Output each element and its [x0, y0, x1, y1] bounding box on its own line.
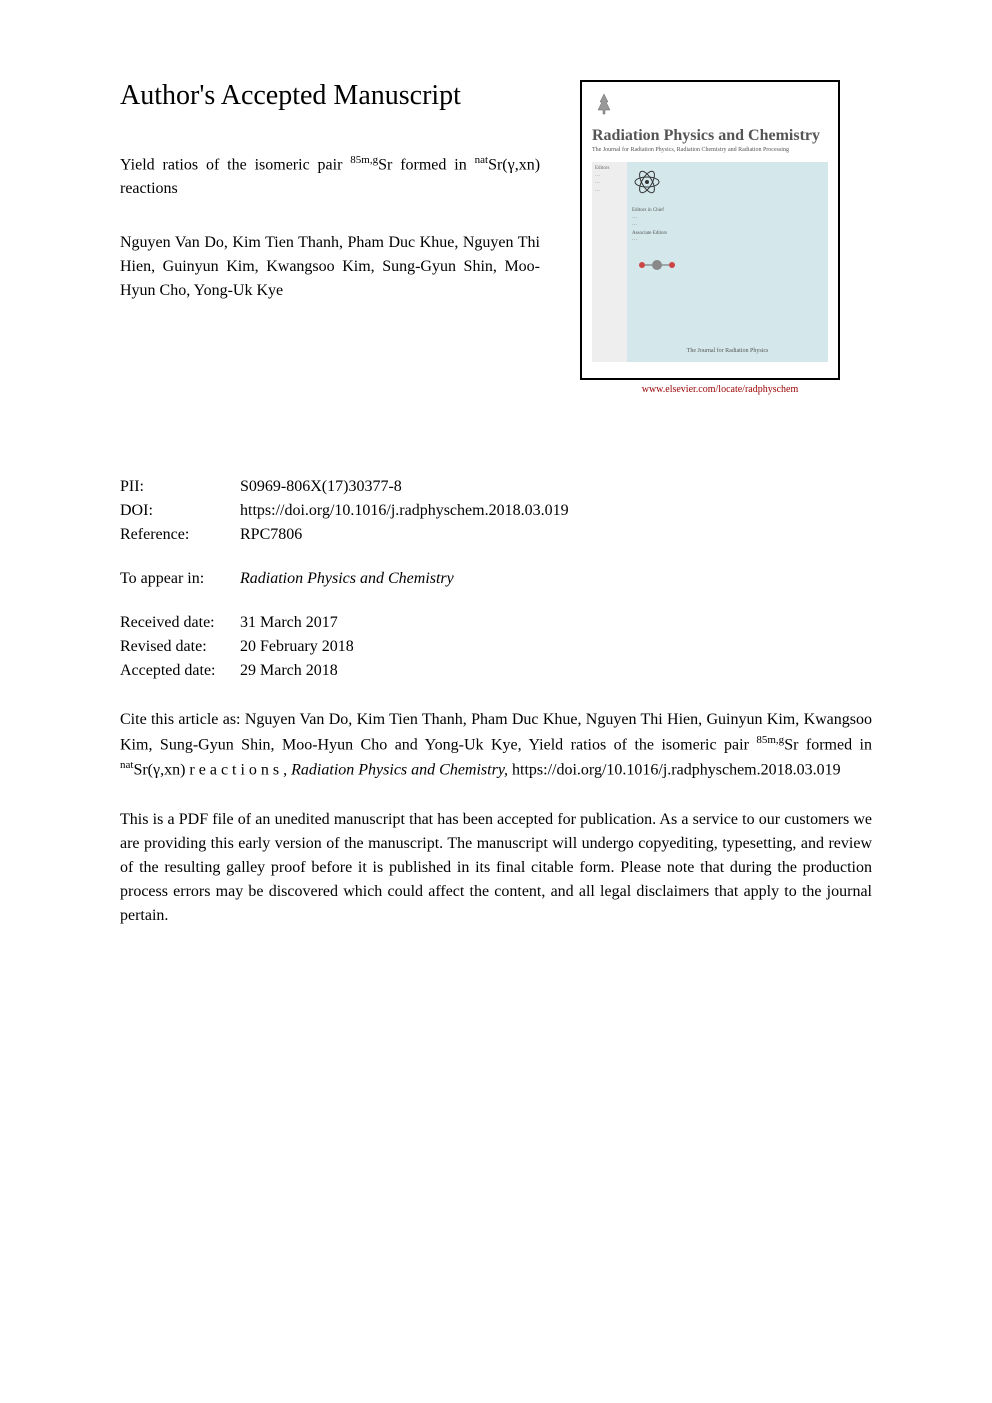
title-prefix: Yield ratios of the isomeric pair: [120, 156, 350, 173]
citation-sup1: 85m,g: [756, 734, 784, 746]
citation-prefix: Cite this article as: Nguyen Van Do, Kim…: [120, 711, 872, 753]
revised-value: 20 February 2018: [240, 635, 354, 659]
citation-mid1: Sr formed in: [784, 736, 872, 753]
title-sup1: 85m,g: [350, 154, 378, 166]
accepted-value: 29 March 2018: [240, 659, 338, 683]
doi-value: https://doi.org/10.1016/j.radphyschem.20…: [240, 499, 872, 523]
doi-label: DOI:: [120, 499, 240, 523]
accepted-row: Accepted date: 29 March 2018: [120, 659, 872, 683]
citation-sup2: nat: [120, 759, 133, 771]
title-mid: Sr formed in: [378, 156, 475, 173]
molecule-icon: [632, 255, 823, 278]
revised-row: Revised date: 20 February 2018: [120, 635, 872, 659]
dates-section: Received date: 31 March 2017 Revised dat…: [120, 611, 872, 683]
citation-reactions: reactions: [189, 762, 283, 779]
appear-row: To appear in: Radiation Physics and Chem…: [120, 567, 872, 591]
citation-doi: https://doi.org/10.1016/j.radphyschem.20…: [512, 762, 841, 779]
journal-url: www.elsevier.com/locate/radphyschem: [580, 384, 860, 395]
received-value: 31 March 2017: [240, 611, 338, 635]
pii-label: PII:: [120, 475, 240, 499]
appear-label: To appear in:: [120, 567, 240, 591]
doi-row: DOI: https://doi.org/10.1016/j.radphysch…: [120, 499, 872, 523]
appear-value: Radiation Physics and Chemistry: [240, 567, 454, 591]
journal-cover-subtitle: The Journal for Radiation Physics, Radia…: [592, 147, 828, 154]
received-row: Received date: 31 March 2017: [120, 611, 872, 635]
metadata-section: PII: S0969-806X(17)30377-8 DOI: https://…: [120, 475, 872, 547]
journal-cover-title: Radiation Physics and Chemistry: [592, 127, 828, 145]
appear-section: To appear in: Radiation Physics and Chem…: [120, 567, 872, 591]
header-section: Author's Accepted Manuscript Yield ratio…: [120, 80, 872, 395]
main-title: Author's Accepted Manuscript: [120, 80, 540, 112]
left-column: Author's Accepted Manuscript Yield ratio…: [120, 80, 540, 395]
citation-mid2: Sr(γ,xn): [133, 762, 189, 779]
tree-icon: [592, 92, 828, 122]
journal-left-strip: Editors ··· ··· ···: [592, 162, 627, 362]
right-column: Radiation Physics and Chemistry The Jour…: [580, 80, 860, 395]
citation-comma: ,: [283, 762, 291, 779]
article-title: Yield ratios of the isomeric pair 85m,gS…: [120, 152, 540, 201]
revised-label: Revised date:: [120, 635, 240, 659]
journal-body: Editors ··· ··· ··· E: [592, 162, 828, 362]
citation-journal: Radiation Physics and Chemistry,: [291, 762, 508, 779]
reference-value: RPC7806: [240, 523, 872, 547]
journal-content-text: Editors in Chief ··· ··· Associate Edito…: [632, 207, 823, 245]
atom-icon: [632, 167, 662, 197]
received-label: Received date:: [120, 611, 240, 635]
reference-label: Reference:: [120, 523, 240, 547]
disclaimer: This is a PDF file of an unedited manusc…: [120, 808, 872, 928]
pii-value: S0969-806X(17)30377-8: [240, 475, 872, 499]
journal-footer: The Journal for Radiation Physics: [687, 348, 769, 354]
pii-row: PII: S0969-806X(17)30377-8: [120, 475, 872, 499]
journal-right-area: Editors in Chief ··· ··· Associate Edito…: [627, 162, 828, 362]
authors: Nguyen Van Do, Kim Tien Thanh, Pham Duc …: [120, 231, 540, 303]
citation: Cite this article as: Nguyen Van Do, Kim…: [120, 708, 872, 783]
reference-row: Reference: RPC7806: [120, 523, 872, 547]
title-sup2: nat: [475, 154, 488, 166]
journal-cover: Radiation Physics and Chemistry The Jour…: [580, 80, 840, 380]
accepted-label: Accepted date:: [120, 659, 240, 683]
